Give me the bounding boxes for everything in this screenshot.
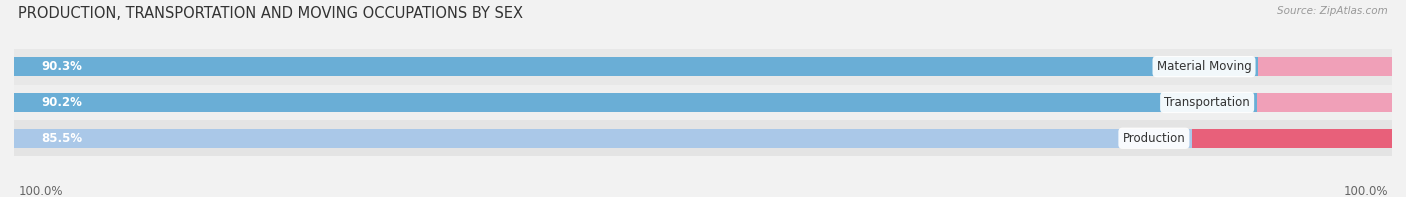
Text: Source: ZipAtlas.com: Source: ZipAtlas.com xyxy=(1277,6,1388,16)
Bar xyxy=(14,120,1392,156)
Text: PRODUCTION, TRANSPORTATION AND MOVING OCCUPATIONS BY SEX: PRODUCTION, TRANSPORTATION AND MOVING OC… xyxy=(18,6,523,21)
Bar xyxy=(14,129,1192,148)
Bar xyxy=(1257,93,1392,112)
Text: 85.5%: 85.5% xyxy=(42,132,83,145)
Bar xyxy=(14,49,1392,85)
Text: Material Moving: Material Moving xyxy=(1157,60,1251,73)
Text: Transportation: Transportation xyxy=(1164,96,1250,109)
Bar xyxy=(1258,57,1392,76)
Bar xyxy=(14,93,1257,112)
Text: Production: Production xyxy=(1122,132,1185,145)
Bar xyxy=(14,57,1258,76)
Bar xyxy=(1192,129,1392,148)
Bar xyxy=(14,85,1392,120)
Text: 100.0%: 100.0% xyxy=(1343,185,1388,197)
Text: 100.0%: 100.0% xyxy=(18,185,63,197)
Text: 90.2%: 90.2% xyxy=(42,96,83,109)
Text: 90.3%: 90.3% xyxy=(42,60,83,73)
